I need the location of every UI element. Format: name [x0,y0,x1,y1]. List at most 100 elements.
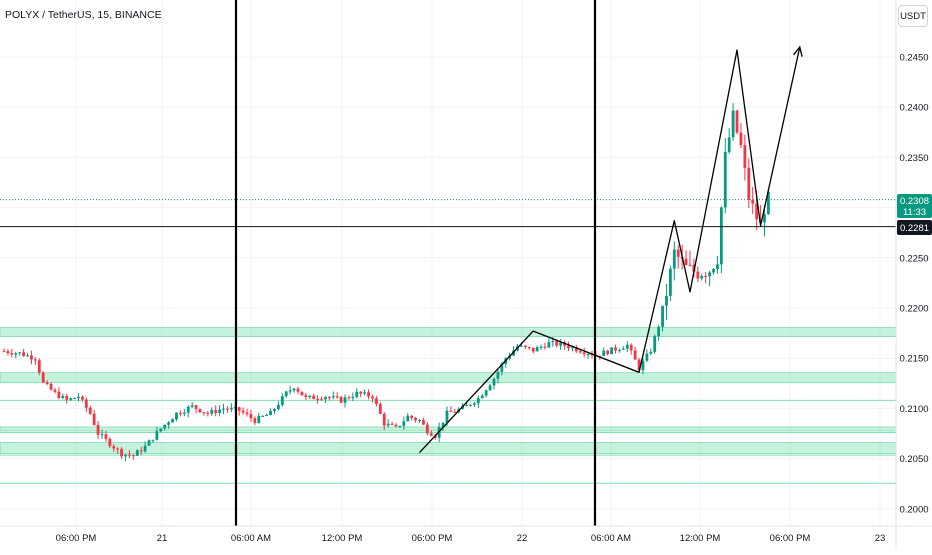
candle-body [92,413,96,425]
candle-body [378,404,382,414]
candle-body [723,151,727,208]
candle-body [719,207,723,265]
candle-body [610,347,613,355]
candle-body [371,396,374,399]
candle-body [257,415,261,423]
time-axis[interactable]: 06:00 PM 21 06:00 AM 12:00 PM 06:00 PM 22 06:0… [56,533,886,544]
candle-body [571,347,574,349]
time-tick-label: 21 [157,533,168,544]
candle-body [535,347,539,352]
candle-body [625,344,629,349]
candle-body [453,411,457,413]
candle-body [700,275,704,279]
candle-body [704,275,708,277]
price-tick-label: 0.2050 [899,454,928,465]
candle-body [629,344,633,351]
candle-body [496,371,500,379]
candle-body [637,359,641,371]
last-price-value: 0.2308 [900,196,929,207]
candle-body [747,167,751,200]
candle-body [198,408,202,413]
candle-body [669,268,672,296]
candle-body [296,388,300,392]
candle-body [441,422,445,428]
candle-body [355,391,359,397]
annotations[interactable] [0,0,896,526]
candle-body [351,396,355,399]
candle-body [147,440,151,446]
candle-body [692,264,696,272]
candle-body [135,450,139,456]
candle-body [26,355,29,357]
candle-body [312,395,316,400]
candle-body [414,417,417,421]
candle-body [202,412,206,414]
price-tick-label: 0.2250 [899,253,928,264]
candle-body [755,203,759,220]
candle-body [523,345,527,347]
candle-body [696,271,700,279]
candle-body [2,351,6,353]
candle-body [473,403,476,405]
price-tick-label: 0.2150 [899,354,928,365]
price-tick-label: 0.2000 [899,504,928,515]
candle-body [598,355,602,357]
candle-body [367,392,370,397]
candle-body [465,404,468,406]
candle-body [727,137,731,152]
candle-body [175,412,178,420]
candle-body [241,410,245,413]
symbol-title[interactable]: POLYX / TetherUS, 15, BINANCE [5,9,162,21]
candle-body [751,199,755,204]
candle-body [116,448,120,450]
candle-body [633,350,637,360]
candle-body [143,445,147,452]
candle-body [159,428,163,432]
candle-body [128,454,131,456]
candle-body [229,407,233,410]
candle-body [237,407,241,411]
candles[interactable] [2,102,770,462]
candle-body [112,446,116,449]
candle-body [602,350,606,356]
candle-body [445,410,449,423]
candle-body [410,415,414,418]
candle-body [665,295,668,306]
candle-body [527,346,531,348]
candle-body [543,346,547,348]
currency-button[interactable]: USDT [898,5,928,27]
candle-body [41,372,45,383]
zigzag-path[interactable] [419,46,801,454]
crosshair-price-tag [897,220,932,235]
candle-body [261,415,265,417]
candle-body [551,341,555,343]
candle-body [108,438,112,447]
candle-body [218,409,221,414]
candle-body [206,412,210,414]
candle-body [30,355,33,360]
support-zone [0,426,897,432]
candle-body [359,391,363,394]
candle-body [520,345,523,347]
candle-body [735,110,739,133]
candle-body [559,342,563,346]
crosshair-price-value: 0.2281 [900,223,929,234]
candle-body [488,385,492,391]
candle-body [339,396,343,403]
grid [0,0,896,526]
candle-body [688,264,692,266]
candle-body [449,410,453,412]
candle-body [429,433,433,436]
candle-body [14,353,18,355]
candle-body [81,396,84,400]
candle-body [53,389,57,392]
time-tick-label: 12:00 PM [322,533,363,544]
candle-body [300,391,304,396]
candle-body [65,395,69,400]
candle-body [288,390,292,392]
price-tick-label: 0.2450 [899,53,928,64]
candle-body [327,397,331,399]
candle-body [716,264,719,270]
